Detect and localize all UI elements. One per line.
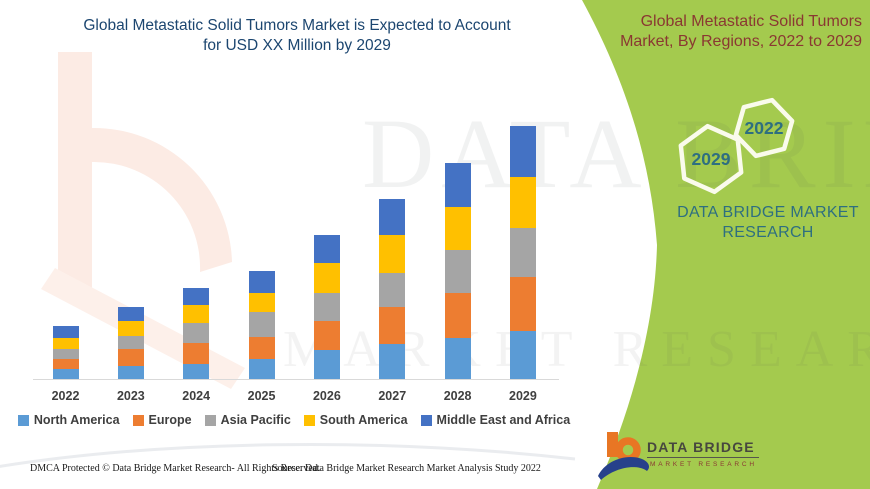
bar-segment-2023-asia-pacific — [117, 336, 144, 349]
bar-segment-2029-north-america — [509, 331, 536, 380]
chart-title-line1: Global Metastatic Solid Tumors Market is… — [83, 17, 511, 34]
bar-segment-2025-europe — [248, 337, 275, 359]
dmca-notice: DMCA Protected © Data Bridge Market Rese… — [30, 463, 321, 474]
bar-segment-2028-north-america — [444, 338, 471, 380]
hexagons-graphic — [678, 97, 795, 195]
bar-segment-2023-north-america — [117, 366, 144, 380]
panel-title-line2: Market, By Regions, 2022 to 2029 — [620, 32, 862, 50]
source-note: Source: Data Bridge Market Research Mark… — [272, 463, 541, 474]
panel-title-line1: Global Metastatic Solid Tumors — [640, 13, 862, 30]
bar-segment-2027-south-america — [379, 235, 406, 273]
bar-segment-2024-south-america — [183, 305, 210, 323]
bar-segment-2024-middle-east-and-africa — [183, 288, 210, 305]
x-tick-2026: 2026 — [312, 389, 341, 403]
data-bridge-logo: DATA BRIDGE MARKET RESEARCH — [592, 424, 842, 484]
bar-2028[interactable] — [444, 163, 471, 380]
x-tick-2023: 2023 — [116, 389, 145, 403]
legend-item-south-america[interactable]: South America — [303, 413, 408, 427]
bar-segment-2022-south-america — [52, 338, 79, 349]
bar-segment-2026-asia-pacific — [313, 293, 340, 321]
watermark-text-line2: MARKET RESEARCH — [283, 321, 870, 378]
bar-2027[interactable] — [379, 199, 406, 380]
bar-segment-2028-south-america — [444, 207, 471, 250]
legend-label-middle-east-and-africa: Middle East and Africa — [436, 413, 571, 427]
bar-segment-2024-asia-pacific — [183, 323, 210, 343]
bar-segment-2027-north-america — [379, 344, 406, 380]
bar-2026[interactable] — [313, 235, 340, 380]
bar-2022[interactable] — [52, 326, 79, 380]
legend-label-asia-pacific: Asia Pacific — [220, 413, 291, 427]
bar-segment-2029-middle-east-and-africa — [509, 126, 536, 177]
x-tick-2028: 2028 — [443, 389, 472, 403]
bar-2023[interactable] — [117, 307, 144, 380]
legend-label-europe: Europe — [148, 413, 192, 427]
x-tick-2024: 2024 — [182, 389, 211, 403]
legend: North America Europe Asia Pacific South Ame… — [17, 413, 570, 427]
bar-segment-2022-north-america — [52, 369, 79, 380]
bar-segment-2029-south-america — [509, 177, 536, 228]
x-tick-2022: 2022 — [51, 389, 80, 403]
bar-segment-2025-north-america — [248, 359, 275, 380]
legend-swatch-europe — [132, 414, 144, 426]
chart-title-line2: for USD XX Million by 2029 — [203, 37, 391, 55]
bar-segment-2025-south-america — [248, 293, 275, 312]
legend-label-south-america: South America — [319, 413, 408, 427]
bar-segment-2023-middle-east-and-africa — [117, 307, 144, 321]
logo-title: DATA BRIDGE — [647, 439, 759, 458]
x-tick-2027: 2027 — [378, 389, 407, 403]
panel-title: Global Metastatic Solid Tumors Market, B… — [598, 12, 862, 52]
bar-2025[interactable] — [248, 271, 275, 380]
bar-segment-2026-north-america — [313, 350, 340, 380]
bar-2024[interactable] — [183, 288, 210, 380]
legend-swatch-north-america — [17, 414, 29, 426]
panel-brand-line2: RESEARCH — [722, 224, 814, 241]
chart-title: Global Metastatic Solid Tumors Market is… — [58, 16, 536, 57]
bar-segment-2028-europe — [444, 293, 471, 338]
bar-segment-2022-middle-east-and-africa — [52, 326, 79, 338]
x-axis-line — [33, 379, 559, 380]
bar-segment-2024-europe — [183, 343, 210, 364]
bar-segment-2027-asia-pacific — [379, 273, 406, 307]
legend-item-asia-pacific[interactable]: Asia Pacific — [204, 413, 291, 427]
bar-segment-2022-asia-pacific — [52, 349, 79, 359]
bar-segment-2028-middle-east-and-africa — [444, 163, 471, 207]
legend-swatch-middle-east-and-africa — [420, 414, 432, 426]
bar-2029[interactable] — [509, 126, 536, 380]
hexagon-label-2029: 2029 — [691, 149, 731, 169]
bar-segment-2022-europe — [52, 359, 79, 369]
bar-segment-2028-asia-pacific — [444, 250, 471, 293]
legend-swatch-south-america — [303, 414, 315, 426]
x-tick-2029: 2029 — [509, 389, 537, 403]
bar-segment-2024-north-america — [183, 364, 210, 380]
legend-item-middle-east-and-africa[interactable]: Middle East and Africa — [420, 413, 571, 427]
logo-subtitle: MARKET RESEARCH — [650, 461, 757, 468]
bar-segment-2025-middle-east-and-africa — [248, 271, 275, 293]
bar-segment-2027-middle-east-and-africa — [379, 199, 406, 235]
bar-segment-2026-middle-east-and-africa — [313, 235, 340, 263]
bar-segment-2026-south-america — [313, 263, 340, 293]
data-bridge-logo-icon — [598, 432, 650, 480]
bar-segment-2023-south-america — [117, 321, 144, 336]
hexagon-label-2022: 2022 — [744, 118, 784, 138]
bar-segment-2023-europe — [117, 349, 144, 366]
legend-swatch-asia-pacific — [204, 414, 216, 426]
legend-item-europe[interactable]: Europe — [132, 413, 192, 427]
bar-segment-2029-asia-pacific — [509, 228, 536, 277]
x-tick-2025: 2025 — [247, 389, 276, 403]
bar-segment-2025-asia-pacific — [248, 312, 275, 337]
bar-segment-2027-europe — [379, 307, 406, 344]
legend-label-north-america: North America — [33, 413, 120, 427]
panel-brand-line1: DATA BRIDGE MARKET — [677, 204, 859, 221]
legend-item-north-america[interactable]: North America — [17, 413, 120, 427]
panel-brand-text: DATA BRIDGE MARKET RESEARCH — [662, 203, 870, 243]
bar-segment-2026-europe — [313, 321, 340, 350]
bar-segment-2029-europe — [509, 277, 536, 331]
hexagon-2022 — [733, 97, 795, 159]
